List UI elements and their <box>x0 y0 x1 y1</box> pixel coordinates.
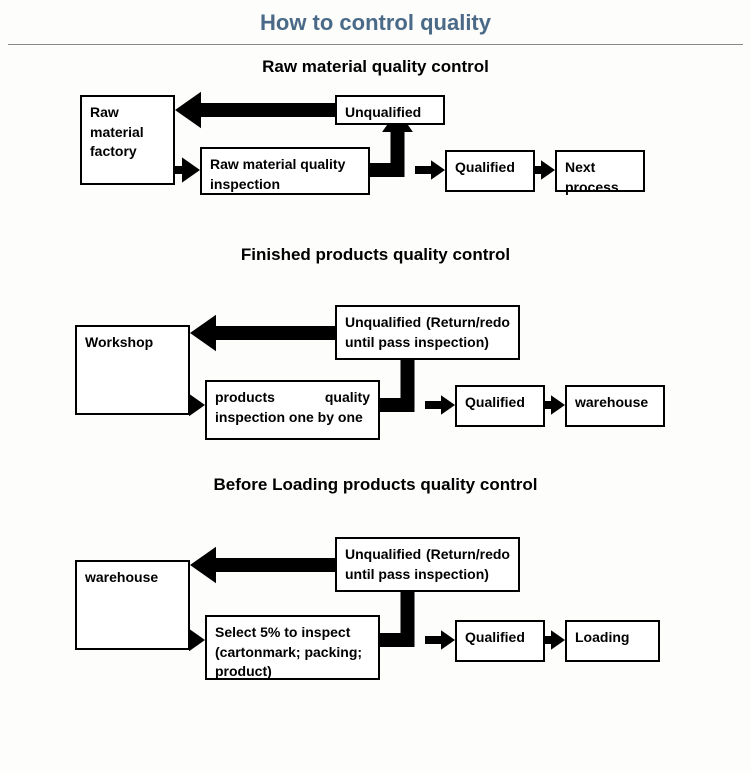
flowchart-node: Unqualified (Return/redo until pass insp… <box>335 305 520 360</box>
flowchart-node: Qualified <box>455 620 545 662</box>
sections-container: Raw material quality control Raw material… <box>0 45 751 715</box>
section-title: Raw material quality control <box>0 57 751 77</box>
flowchart-node: warehouse <box>75 560 190 650</box>
flowchart-node: Unqualified (Return/redo until pass insp… <box>335 537 520 592</box>
flowchart-node: Unqualified <box>335 95 445 125</box>
flowchart-node: Next process <box>555 150 645 192</box>
flowchart-node: Loading <box>565 620 660 662</box>
flowchart-section: Raw material quality control Raw material… <box>0 45 751 245</box>
flowchart-section: Finished products quality control Worksho… <box>0 245 751 475</box>
flowchart-node: Select 5% to inspect (cartonmark; packin… <box>205 615 380 680</box>
flowchart-node: products quality inspection one by one <box>205 380 380 440</box>
flowchart-section: Before Loading products quality control w… <box>0 475 751 715</box>
flowchart-node: warehouse <box>565 385 665 427</box>
flowchart-node: Raw material factory <box>80 95 175 185</box>
flowchart-node: Workshop <box>75 325 190 415</box>
flowchart-node: Qualified <box>445 150 535 192</box>
section-title: Before Loading products quality control <box>0 475 751 495</box>
section-title: Finished products quality control <box>0 245 751 265</box>
page-title: How to control quality <box>8 0 743 45</box>
flowchart-node: Qualified <box>455 385 545 427</box>
flowchart-node: Raw material quality inspection <box>200 147 370 195</box>
